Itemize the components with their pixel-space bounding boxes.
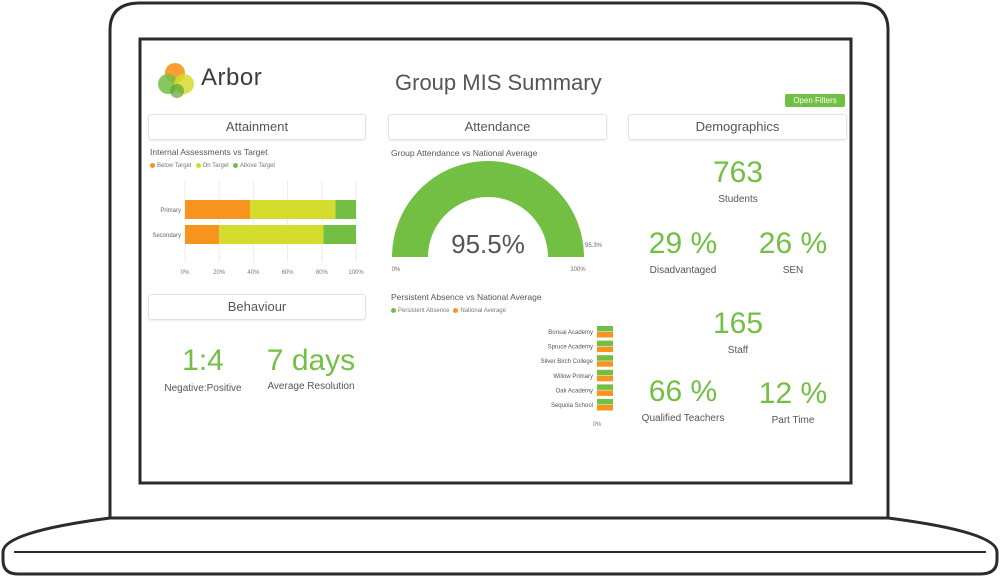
bar-national-average <box>597 346 613 353</box>
bar-national-average <box>597 390 613 396</box>
legend-item-above-target: Above Target <box>232 163 275 169</box>
bar-on-target <box>219 225 324 244</box>
attendance-chart-title: Group Attendance vs National Average <box>391 148 538 158</box>
sen-percent: 26 % <box>758 227 828 260</box>
bar-national-average <box>597 405 613 411</box>
qualified-teachers-label: Qualified Teachers <box>641 413 725 424</box>
bar-persistent-absence <box>597 369 613 376</box>
bar-national-average <box>597 332 613 338</box>
disadvantaged-percent: 29 % <box>648 227 718 260</box>
legend-item-below-target: Below Target <box>150 163 192 169</box>
gauge-marker-label: 95.3% <box>585 243 603 249</box>
attainment-chart: 0% 20% 40% 60% 80% 100% Primary Secondary <box>152 180 364 276</box>
bar-above-target <box>335 200 356 219</box>
category-label: Sequoia School <box>551 403 593 409</box>
gauge-arc <box>392 161 584 257</box>
gauge-value: 95.5% <box>451 229 525 259</box>
bar-below-target <box>185 225 220 244</box>
attainment-chart-title: Internal Assessments vs Target <box>150 147 268 157</box>
bar-persistent-absence <box>597 326 613 332</box>
attendance-gauge: 95.5% 0% 100% 95.3% <box>392 161 603 273</box>
bar-national-average <box>597 361 613 367</box>
legend-item-persistent-absence: Persistent Absence <box>391 308 449 314</box>
gauge-max-label: 100% <box>570 267 586 273</box>
absence-chart-title: Persistent Absence vs National Average <box>391 292 542 302</box>
staff-label: Staff <box>727 345 749 356</box>
section-behaviour: Behaviour <box>148 294 366 320</box>
bar-above-target <box>323 225 356 244</box>
x-tick-label: 20% <box>213 270 226 276</box>
category-label: Spruce Academy <box>548 345 593 351</box>
x-tick-label: 0% <box>593 422 602 428</box>
bar-persistent-absence <box>597 399 613 405</box>
students-label: Students <box>718 194 758 205</box>
staff-count: 165 <box>712 307 764 340</box>
qualified-teachers-percent: 66 % <box>648 375 718 408</box>
behaviour-ratio-label: Negative:Positive <box>164 383 242 394</box>
dashboard-screen: Arbor Group MIS Summary Open Filters Att… <box>143 42 848 480</box>
students-count: 763 <box>712 156 764 189</box>
behaviour-resolution: 7 days <box>266 344 356 377</box>
bar-below-target <box>185 200 250 219</box>
section-attainment: Attainment <box>148 114 366 140</box>
x-tick-label: 40% <box>247 270 260 276</box>
page-title: Group MIS Summary <box>395 70 602 95</box>
category-label: Oak Academy <box>556 388 593 394</box>
disadvantaged-label: Disadvantaged <box>649 265 717 276</box>
bar-persistent-absence <box>597 355 613 361</box>
gauge-min-label: 0% <box>392 267 401 273</box>
category-label: Bonsai Academy <box>548 330 593 336</box>
bar-persistent-absence <box>597 340 613 347</box>
legend-item-on-target: On Target <box>195 163 229 169</box>
absence-legend: Persistent Absence National Average <box>391 308 506 314</box>
sen-label: SEN <box>782 265 804 276</box>
open-filters-button[interactable]: Open Filters <box>785 94 845 107</box>
x-tick-label: 80% <box>316 270 329 276</box>
screen-bezel <box>138 37 853 485</box>
section-demographics: Demographics <box>628 114 847 140</box>
x-tick-label: 100% <box>348 270 364 276</box>
brand-name: Arbor <box>201 64 263 91</box>
category-label: Primary <box>160 208 181 214</box>
x-tick-label: 60% <box>282 270 295 276</box>
part-time-percent: 12 % <box>758 377 828 410</box>
category-label: Willow Primary <box>553 374 593 380</box>
category-label: Silver Birch College <box>541 359 594 365</box>
arbor-logo-icon <box>158 63 194 98</box>
attainment-legend: Below Target On Target Above Target <box>150 163 275 169</box>
category-label: Secondary <box>152 233 181 239</box>
behaviour-ratio: 1:4 <box>182 344 224 377</box>
x-tick-label: 0% <box>181 270 190 276</box>
section-attendance: Attendance <box>388 114 607 140</box>
behaviour-resolution-label: Average Resolution <box>267 381 355 392</box>
bar-persistent-absence <box>597 384 613 390</box>
legend-item-national-average: National Average <box>453 308 506 314</box>
bar-national-average <box>597 375 613 382</box>
laptop-base <box>1 516 999 576</box>
bar-on-target <box>249 200 336 219</box>
part-time-label: Part Time <box>771 415 815 426</box>
